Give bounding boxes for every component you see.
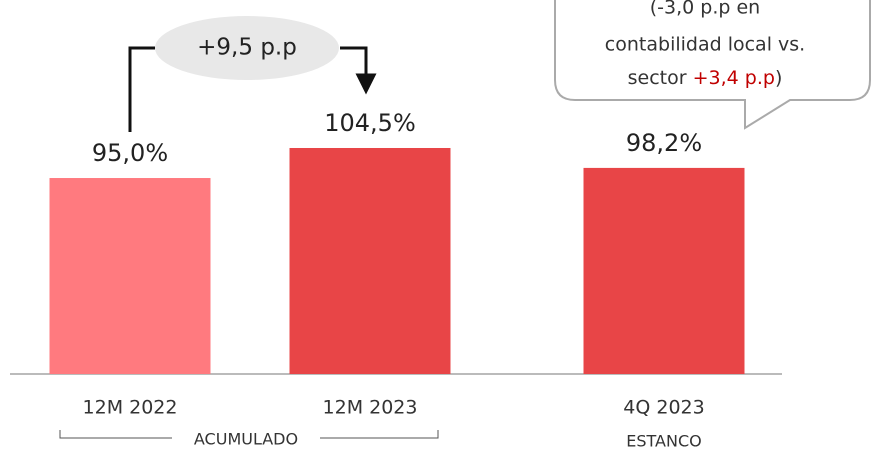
value-label: 95,0% [92, 139, 168, 167]
group-label: ACUMULADO [194, 430, 298, 449]
bar [583, 167, 745, 374]
bar [289, 147, 451, 374]
x-tick-label: 12M 2023 [323, 397, 418, 419]
callout-prefix: sector [628, 67, 693, 89]
group-label: ESTANCO [626, 432, 701, 451]
callout-line: (-3,0 p.p en [650, 0, 760, 19]
x-tick-label: 4Q 2023 [623, 397, 704, 419]
callout-line: sector +3,4 p.p) [628, 67, 783, 89]
value-label: 104,5% [324, 109, 416, 137]
group-line [320, 430, 439, 439]
bracket-arrow [340, 46, 377, 95]
callout-box [554, 0, 871, 130]
callout-line: contabilidad local vs. [605, 34, 805, 56]
x-tick-label: 12M 2022 [83, 397, 178, 419]
group-line [59, 430, 172, 439]
annotation-bubble [155, 16, 339, 80]
callout-suffix: ) [775, 67, 782, 89]
value-label: 98,2% [626, 129, 702, 157]
callout-highlight: +3,4 p.p [693, 67, 775, 89]
annotation: +9,5 p.p [197, 35, 297, 61]
bracket [128, 46, 155, 132]
bar [49, 178, 211, 374]
